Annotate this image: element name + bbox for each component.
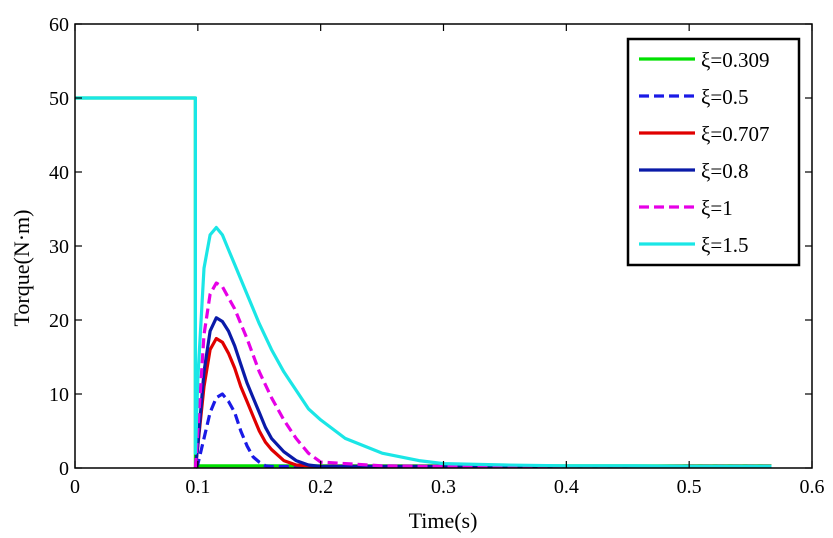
y-tick-label: 30 <box>49 236 69 258</box>
series-line-3 <box>193 336 772 469</box>
x-axis-label: Time(s) <box>409 508 478 533</box>
y-tick-label: 50 <box>49 88 69 110</box>
y-tick-label: 60 <box>49 14 69 36</box>
series-line-6 <box>75 96 772 469</box>
y-tick-label: 40 <box>49 162 69 184</box>
legend-label-4: ξ=0.8 <box>701 159 748 183</box>
y-axis-label: Torque(N·m) <box>9 210 34 327</box>
y-tick-label: 0 <box>59 458 69 480</box>
x-tick-label: 0.1 <box>185 476 210 498</box>
x-tick-label: 0.6 <box>800 476 825 498</box>
y-tick-label: 20 <box>49 310 69 332</box>
x-tick-label: 0.3 <box>431 476 456 498</box>
legend-label-5: ξ=1 <box>701 196 733 220</box>
legend: ξ=0.309 ξ=0.5 ξ=0.707 ξ=0.8 ξ=1 ξ=1.5 <box>626 37 801 267</box>
x-tick-label: 0 <box>70 476 80 498</box>
series-line-4 <box>193 316 772 469</box>
legend-label-6: ξ=1.5 <box>701 233 748 257</box>
legend-box <box>626 37 801 267</box>
x-tick-label: 0.5 <box>677 476 702 498</box>
x-tick-label: 0.4 <box>554 476 579 498</box>
y-tick-label: 10 <box>49 384 69 406</box>
x-tick-label: 0.2 <box>308 476 333 498</box>
legend-label-1: ξ=0.309 <box>701 48 769 72</box>
legend-label-3: ξ=0.707 <box>701 122 769 146</box>
series-line-2 <box>194 392 772 469</box>
legend-label-2: ξ=0.5 <box>701 85 748 109</box>
axes: 0 0.1 0.2 0.3 0.4 0.5 0.6 0 10 20 30 40 50 60 <box>49 14 825 498</box>
